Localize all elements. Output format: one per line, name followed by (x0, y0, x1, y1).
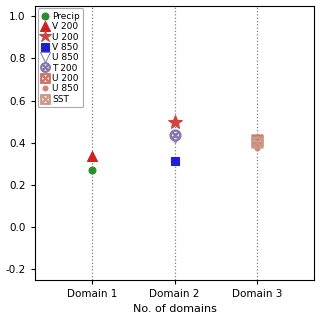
X-axis label: No. of domains: No. of domains (133, 304, 217, 315)
Legend: Precip, V 200, U 200, V 850, U 850, T 200, U 200, U 850, SST: Precip, V 200, U 200, V 850, U 850, T 20… (37, 8, 83, 107)
